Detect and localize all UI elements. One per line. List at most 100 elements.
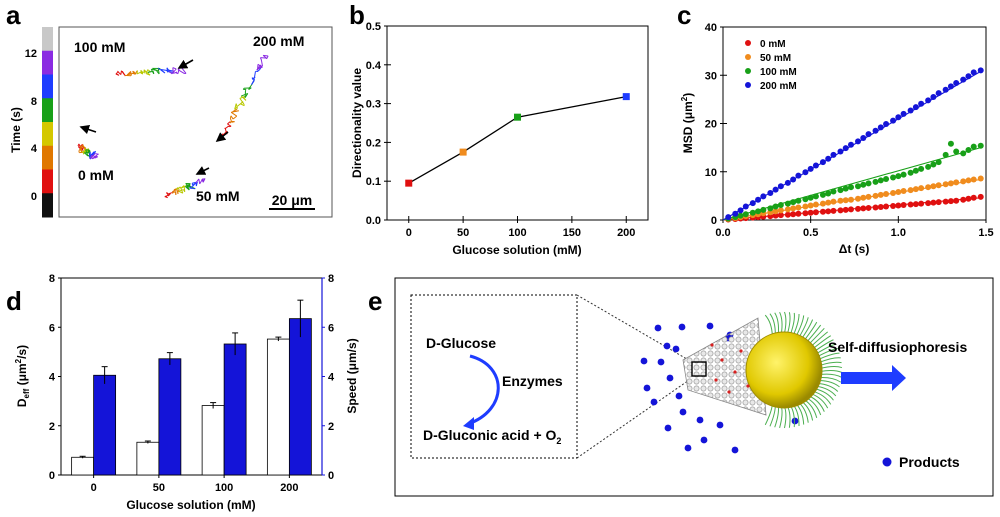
msd-point: [942, 198, 949, 205]
direction-arrow-100mM: [177, 59, 194, 69]
msd-point: [942, 151, 949, 158]
ytick-label-d-left: 6: [49, 322, 55, 334]
colorbar-segment: [42, 27, 53, 52]
ytick-label-c: 20: [705, 119, 717, 131]
msd-point: [777, 212, 784, 219]
Deff-bar: [201, 405, 225, 476]
plot-frame-b: [386, 25, 649, 221]
trajectory-label-100mM: 100 mM: [74, 39, 125, 55]
msd-point: [795, 172, 802, 179]
msd-point: [807, 194, 814, 201]
xtick-label-b: 150: [563, 227, 581, 239]
msd-point: [825, 190, 832, 197]
legend-label: 50 mM: [760, 53, 791, 64]
trajectory-100mM-step: [146, 73, 151, 76]
msd-point: [877, 203, 884, 210]
xtick-label-b: 0: [406, 227, 412, 239]
Speed-bar: [158, 358, 182, 476]
axes-b: 0.0 0.1 0.2 0.3 0.4 0.5 0 50 100 150 200: [366, 21, 636, 239]
msd-point: [900, 171, 907, 178]
msd-point: [795, 197, 802, 204]
trajectory-100mM-step: [157, 67, 160, 74]
Deff-bar: [71, 456, 95, 476]
panel-label-e: e: [368, 286, 382, 316]
trajectory-0mM-step: [78, 144, 84, 152]
msd-point: [755, 196, 762, 203]
msd-point: [883, 175, 890, 182]
trajectory-200mM-step: [231, 121, 235, 123]
msd-point: [872, 127, 879, 134]
product-dot: [643, 384, 651, 392]
msd-point: [947, 198, 954, 205]
zoom-box: [691, 361, 707, 377]
msd-series: [722, 67, 984, 223]
product-dot: [678, 323, 686, 331]
colorbar-segment: [42, 122, 53, 147]
msd-point: [737, 212, 744, 219]
msd-point: [872, 204, 879, 211]
trajectory-200mM-step: [266, 55, 269, 60]
colorbar-tick-8: 8: [31, 96, 37, 108]
directionality-point: [405, 179, 413, 187]
msd-point: [942, 86, 949, 93]
msd-point: [953, 179, 960, 186]
xtick-label-d: 200: [280, 482, 298, 494]
msd-point: [860, 134, 867, 141]
trajectory-0mM-step: [84, 152, 89, 157]
msd-point: [877, 191, 884, 198]
msd-point: [860, 181, 867, 188]
enzyme-marker: [733, 370, 737, 374]
trajectory-200mM-step: [232, 115, 238, 120]
msd-point: [900, 188, 907, 195]
mechanism-label: Self-diffusiophoresis: [828, 339, 967, 355]
colorbar-segment: [42, 74, 53, 99]
msd-point: [819, 200, 826, 207]
msd-point: [977, 193, 984, 200]
msd-point: [760, 193, 767, 200]
series-directionality: [405, 93, 630, 187]
msd-point: [907, 169, 914, 176]
msd-point: [842, 145, 849, 152]
trajectory-200mM-step: [227, 121, 231, 125]
ytick-label-c: 10: [705, 167, 717, 179]
axis-xlabel-b: Glucose solution (mM): [452, 243, 581, 257]
direction-arrow-200mM: [215, 131, 229, 143]
trajectory-200mM-step: [227, 123, 232, 127]
bar-series: [71, 299, 312, 476]
msd-point: [742, 203, 749, 210]
legend-label: 0 mM: [760, 39, 786, 50]
msd-point: [918, 200, 925, 207]
msd-point: [960, 196, 967, 203]
ytick-label-d-left: 4: [49, 372, 56, 384]
msd-point: [935, 159, 942, 166]
product-dot: [716, 421, 724, 429]
trajectory-0mM-step: [95, 153, 99, 155]
nanomotor: [682, 311, 843, 429]
legend-label: 100 mM: [760, 67, 797, 78]
trajectory-200mM-step: [240, 95, 247, 101]
msd-point: [895, 189, 902, 196]
product-dot: [679, 408, 687, 416]
msd-point: [872, 178, 879, 185]
msd-point: [965, 195, 972, 202]
product-dot: [664, 424, 672, 432]
panel-label-d: d: [6, 286, 22, 316]
trajectory-200mM-step: [251, 78, 255, 85]
msd-point: [837, 187, 844, 194]
msd-point: [830, 207, 837, 214]
msd-point: [790, 205, 797, 212]
directionality-line: [408, 95, 627, 184]
directionality-point: [514, 113, 521, 121]
trajectory-50mM-step: [166, 192, 169, 195]
msd-point: [865, 131, 872, 138]
trajectory-200mM-step: [229, 118, 233, 123]
reaction-substrate: D-Glucose: [426, 335, 496, 351]
msd-point: [970, 143, 977, 150]
legend-marker: [745, 82, 751, 88]
trajectory-label-200mM: 200 mM: [253, 33, 304, 49]
propulsion-arrow: [841, 365, 906, 391]
msd-point: [877, 177, 884, 184]
msd-point: [872, 192, 879, 199]
trajectory-200mM-step: [224, 126, 229, 130]
